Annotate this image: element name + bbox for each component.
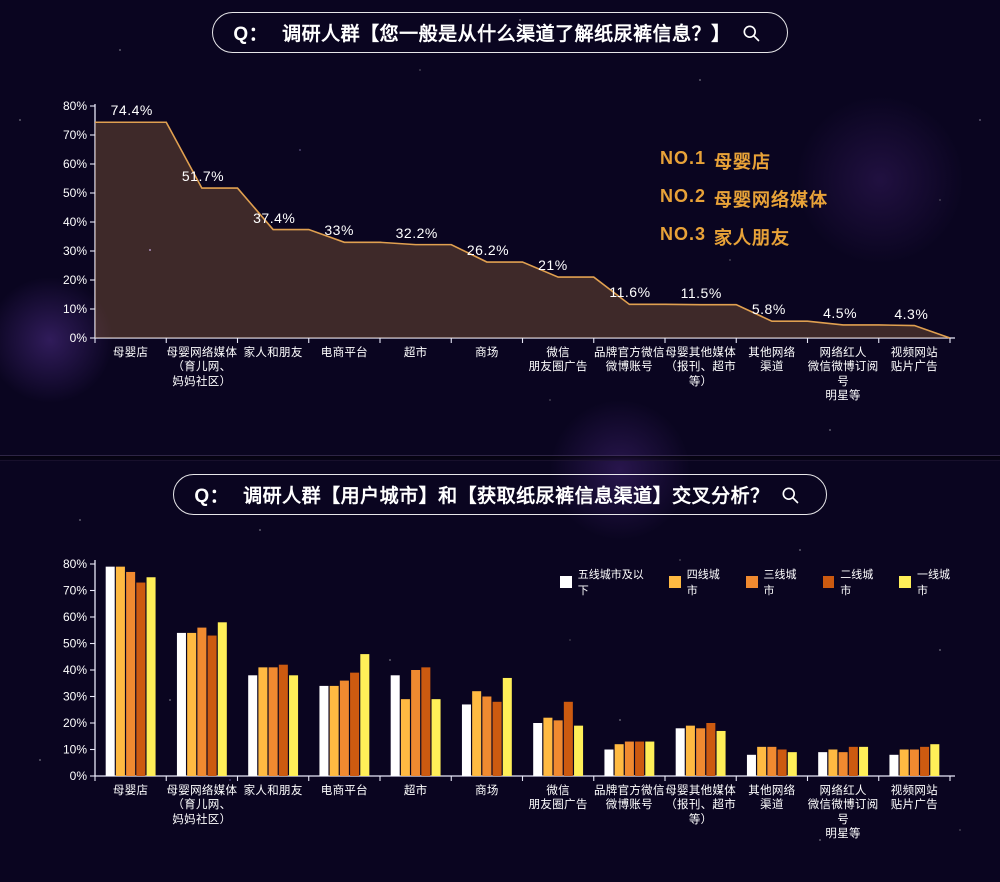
value-label: 21%	[538, 257, 568, 273]
svg-text:20%: 20%	[63, 273, 87, 287]
svg-text:40%: 40%	[63, 663, 87, 677]
x-category-label: 电商平台	[309, 784, 380, 798]
x-category-label: 母婴其他媒体（报刊、超市等）	[665, 346, 736, 389]
x-category-label: 超市	[380, 346, 451, 360]
svg-text:70%: 70%	[63, 128, 87, 142]
value-label: 26.2%	[467, 242, 509, 258]
chart-legend: 五线城市及以下 四线城市 三线城市 二线城市 一线城市	[560, 566, 960, 598]
question-text-2: 调研人群【用户城市】和【获取纸尿裤信息渠道】交叉分析？	[243, 481, 770, 508]
x-category-label: 商场	[451, 346, 522, 360]
legend-label: 一线城市	[917, 566, 960, 598]
svg-text:10%: 10%	[63, 302, 87, 316]
svg-text:60%: 60%	[63, 157, 87, 171]
legend-label: 五线城市及以下	[578, 566, 653, 598]
x-category-label: 母婴其他媒体（报刊、超市等）	[665, 784, 736, 827]
legend-swatch	[899, 576, 911, 588]
ranking-item: NO.2母婴网络媒体	[660, 186, 828, 212]
svg-text:30%: 30%	[63, 690, 87, 704]
legend-label: 二线城市	[840, 566, 883, 598]
x-category-label: 其他网络渠道	[736, 784, 807, 813]
x-category-label: 家人和朋友	[238, 346, 309, 360]
x-category-label: 微信朋友圈广告	[523, 784, 594, 813]
svg-text:50%: 50%	[63, 186, 87, 200]
svg-text:40%: 40%	[63, 215, 87, 229]
value-label: 11.6%	[609, 284, 650, 300]
value-label: 32.2%	[396, 225, 438, 241]
svg-text:80%: 80%	[63, 100, 87, 113]
panel-2: Q： 调研人群【用户城市】和【获取纸尿裤信息渠道】交叉分析？ 0%10%20%3…	[0, 474, 1000, 515]
question-pill-1: Q： 调研人群【您一般是从什么渠道了解纸尿裤信息？】	[212, 12, 787, 53]
x-category-label: 母婴店	[95, 346, 166, 360]
x-category-label: 其他网络渠道	[736, 346, 807, 375]
x-category-label: 电商平台	[309, 346, 380, 360]
svg-text:30%: 30%	[63, 244, 87, 258]
search-icon	[780, 485, 800, 505]
x-category-label: 微信朋友圈广告	[523, 346, 594, 375]
svg-text:0%: 0%	[70, 331, 88, 345]
legend-item: 一线城市	[899, 566, 960, 598]
svg-text:0%: 0%	[70, 769, 88, 783]
legend-swatch	[823, 576, 835, 588]
section-divider	[0, 455, 1000, 461]
svg-text:10%: 10%	[63, 743, 87, 757]
svg-text:60%: 60%	[63, 610, 87, 624]
svg-text:80%: 80%	[63, 557, 87, 571]
legend-item: 四线城市	[669, 566, 730, 598]
x-category-label: 网络红人微信微博订阅号明星等	[808, 346, 879, 404]
x-category-label: 视频网站贴片广告	[879, 784, 950, 813]
question-prefix-2: Q：	[194, 481, 229, 508]
area-chart: 0% 10% 20% 30% 40% 50% 60% 70% 80% 74.4% 51.7% 37.4…	[60, 100, 960, 370]
ranking-item: NO.1母婴店	[660, 148, 828, 174]
value-label: 4.3%	[894, 306, 928, 322]
value-label: 11.5%	[681, 285, 722, 301]
value-label: 5.8%	[752, 301, 786, 317]
ranking-list: NO.1母婴店 NO.2母婴网络媒体 NO.3家人朋友	[660, 148, 828, 250]
value-label: 4.5%	[823, 305, 857, 321]
question-pill-2: Q： 调研人群【用户城市】和【获取纸尿裤信息渠道】交叉分析？	[173, 474, 826, 515]
legend-item: 三线城市	[746, 566, 807, 598]
legend-item: 二线城市	[823, 566, 884, 598]
x-category-label: 品牌官方微信微博账号	[594, 784, 665, 813]
svg-text:50%: 50%	[63, 637, 87, 651]
legend-swatch	[560, 576, 572, 588]
x-category-label: 母婴网络媒体（育儿网、妈妈社区）	[166, 784, 237, 827]
x-category-label: 商场	[451, 784, 522, 798]
x-category-label: 网络红人微信微博订阅号明星等	[808, 784, 879, 842]
legend-label: 四线城市	[687, 566, 730, 598]
legend-swatch	[669, 576, 681, 588]
legend-item: 五线城市及以下	[560, 566, 653, 598]
x-category-label: 母婴网络媒体（育儿网、妈妈社区）	[166, 346, 237, 389]
question-text-1: 调研人群【您一般是从什么渠道了解纸尿裤信息？】	[282, 19, 731, 46]
question-prefix-1: Q：	[233, 19, 268, 46]
svg-text:70%: 70%	[63, 584, 87, 598]
value-label: 33%	[324, 222, 354, 238]
x-category-label: 视频网站贴片广告	[879, 346, 950, 375]
value-label: 74.4%	[111, 102, 153, 118]
legend-swatch	[746, 576, 758, 588]
grouped-bar-chart: 0%10%20%30%40%50%60%70%80%母婴店母婴网络媒体（育儿网、…	[60, 556, 960, 816]
x-category-label: 超市	[380, 784, 451, 798]
ranking-item: NO.3家人朋友	[660, 224, 828, 250]
legend-label: 三线城市	[764, 566, 807, 598]
x-category-label: 品牌官方微信微博账号	[594, 346, 665, 375]
svg-text:20%: 20%	[63, 716, 87, 730]
x-category-label: 家人和朋友	[238, 784, 309, 798]
panel-1: Q： 调研人群【您一般是从什么渠道了解纸尿裤信息？】 0%10%20%30%40…	[0, 12, 1000, 53]
search-icon	[741, 23, 761, 43]
value-label: 37.4%	[253, 210, 295, 226]
value-label: 51.7%	[182, 168, 224, 184]
x-category-label: 母婴店	[95, 784, 166, 798]
